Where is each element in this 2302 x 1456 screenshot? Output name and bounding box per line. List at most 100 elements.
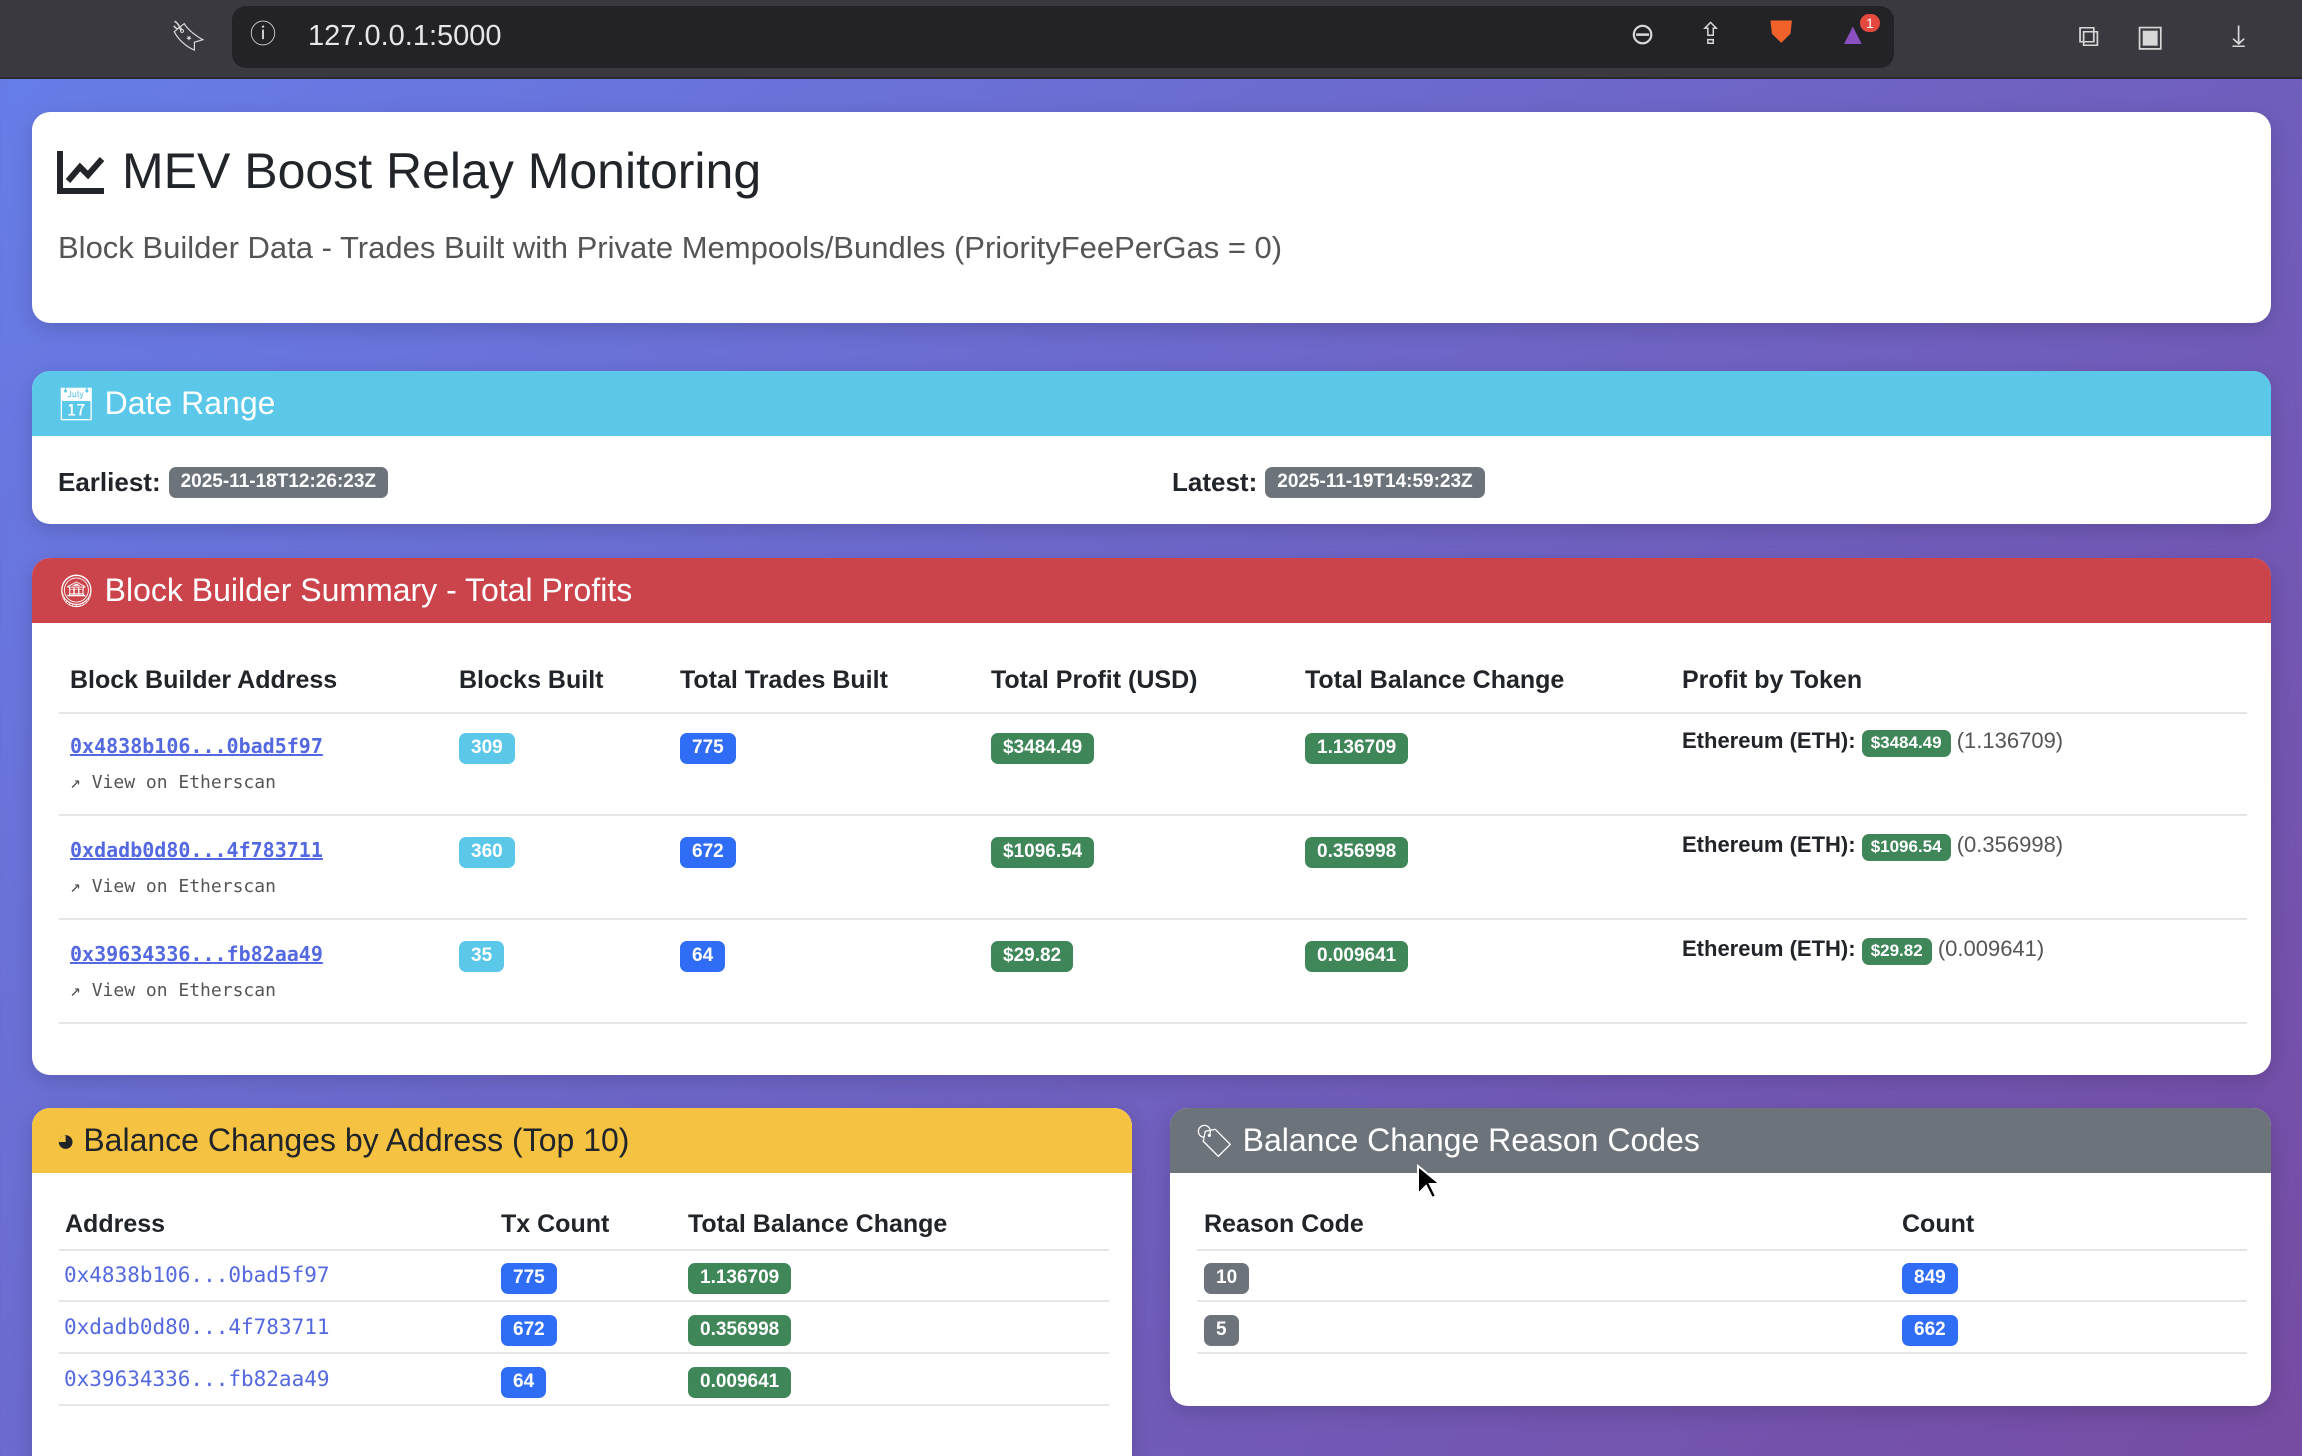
- latest-badge: 2025-11-19T14:59:23Z: [1265, 467, 1485, 498]
- profit-badge: $3484.49: [991, 733, 1095, 764]
- external-link-icon: ↗︎: [70, 772, 92, 793]
- trades-badge: 775: [680, 733, 736, 764]
- balance-badge: 0.356998: [1305, 837, 1409, 868]
- builder-address-link[interactable]: 0xdadb0d80...4f783711: [70, 838, 323, 862]
- coins-icon: 🪙︎: [56, 572, 97, 609]
- trades-badge: 672: [680, 837, 736, 868]
- chart-line-icon: [57, 151, 105, 194]
- header-card: MEV Boost Relay Monitoring Block Builder…: [32, 112, 2271, 323]
- brave-shield-icon[interactable]: ⛊: [1770, 16, 1793, 49]
- summary-card: 🪙︎ Block Builder Summary - Total Profits…: [32, 558, 2271, 1075]
- balance-badge: 1.136709: [1305, 733, 1409, 764]
- token-usd-badge: $3484.49: [1861, 730, 1951, 757]
- external-link-icon: ↗︎: [70, 876, 92, 897]
- share-icon[interactable]: ⇪: [1698, 18, 1724, 51]
- divider: [59, 1249, 1109, 1251]
- col-header-profit: Total Profit (USD): [991, 666, 1198, 694]
- etherscan-label: View on Etherscan: [91, 772, 276, 793]
- blocks-badge: 360: [459, 837, 515, 868]
- token-name: Ethereum (ETH):: [1682, 832, 1856, 857]
- address-link[interactable]: 0x39634336...fb82aa49: [64, 1367, 330, 1391]
- address-bar[interactable]: ⓘ 127.0.0.1:5000 ⊖ ⇪ ⛊ ▲ 1: [232, 6, 1894, 68]
- browser-toolbar: 🔖︎ ⓘ 127.0.0.1:5000 ⊖ ⇪ ⛊ ▲ 1 ⧉ ▣ ⤓: [0, 0, 2302, 79]
- change-badge: 0.009641: [688, 1367, 792, 1398]
- date-range-card: 📅︎ Date Range Earliest: 2025-11-18T12:26…: [32, 371, 2271, 524]
- col-header-address: Address: [65, 1210, 166, 1238]
- address-link[interactable]: 0x4838b106...0bad5f97: [64, 1263, 330, 1287]
- col-header-reason-code: Reason Code: [1204, 1210, 1364, 1238]
- etherscan-link[interactable]: ↗︎ View on Etherscan: [70, 980, 323, 1001]
- zoom-out-icon[interactable]: ⊖: [1630, 18, 1656, 51]
- summary-title: Block Builder Summary - Total Profits: [104, 572, 633, 608]
- blocks-badge: 35: [459, 941, 505, 972]
- count-badge: 849: [1902, 1263, 1958, 1294]
- blocks-badge: 309: [459, 733, 515, 764]
- builder-address-link[interactable]: 0x4838b106...0bad5f97: [70, 734, 323, 758]
- tx-count-badge: 775: [501, 1263, 557, 1294]
- token-name: Ethereum (ETH):: [1682, 728, 1856, 753]
- col-header-trades: Total Trades Built: [680, 666, 888, 694]
- col-header-count: Count: [1902, 1210, 1975, 1238]
- divider: [1197, 1352, 2247, 1354]
- calendar-icon: 📅︎: [56, 385, 97, 422]
- latest-label: Latest:: [1172, 467, 1258, 497]
- reader-icon[interactable]: ▣: [2136, 20, 2165, 53]
- extensions-icon[interactable]: ⧉: [2078, 20, 2100, 53]
- reason-codes-card: 🏷︎ Balance Change Reason Codes Reason Co…: [1170, 1108, 2271, 1406]
- tags-icon: 🏷︎: [1194, 1122, 1235, 1159]
- divider: [59, 1352, 1109, 1354]
- profit-by-token: Ethereum (ETH): $1096.54 (0.356998): [1682, 832, 2063, 861]
- balance-changes-title: Balance Changes by Address (Top 10): [83, 1122, 630, 1158]
- bookmark-icon[interactable]: 🔖︎: [170, 20, 209, 53]
- col-header-balance: Total Balance Change: [1305, 666, 1565, 694]
- profit-badge: $1096.54: [991, 837, 1095, 868]
- tx-count-badge: 672: [501, 1315, 557, 1346]
- divider: [59, 712, 2247, 714]
- col-header-blocks: Blocks Built: [459, 666, 604, 694]
- divider: [59, 918, 2247, 920]
- notification-badge: 1: [1860, 14, 1880, 32]
- etherscan-link[interactable]: ↗︎ View on Etherscan: [70, 772, 323, 793]
- col-header-address: Block Builder Address: [70, 666, 338, 694]
- divider: [1197, 1300, 2247, 1302]
- etherscan-label: View on Etherscan: [91, 876, 276, 897]
- token-amount: (0.356998): [1956, 832, 2064, 857]
- external-link-icon: ↗︎: [70, 980, 92, 1001]
- divider: [59, 1022, 2247, 1024]
- date-range-header: 📅︎ Date Range: [32, 371, 2271, 436]
- page-title: MEV Boost Relay Monitoring: [122, 143, 762, 199]
- etherscan-link[interactable]: ↗︎ View on Etherscan: [70, 876, 323, 897]
- earliest-label: Earliest:: [58, 467, 161, 497]
- divider: [59, 1300, 1109, 1302]
- page-subtitle: Block Builder Data - Trades Built with P…: [58, 230, 1283, 265]
- reason-codes-header: 🏷︎ Balance Change Reason Codes: [1170, 1108, 2271, 1173]
- col-header-change: Total Balance Change: [688, 1210, 948, 1238]
- divider: [1197, 1249, 2247, 1251]
- etherscan-label: View on Etherscan: [91, 980, 276, 1001]
- change-badge: 1.136709: [688, 1263, 792, 1294]
- profit-badge: $29.82: [991, 941, 1074, 972]
- info-icon[interactable]: ⓘ: [250, 19, 277, 49]
- earliest-badge: 2025-11-18T12:26:23Z: [168, 467, 389, 498]
- summary-header: 🪙︎ Block Builder Summary - Total Profits: [32, 558, 2271, 623]
- trades-badge: 64: [680, 941, 726, 972]
- divider: [59, 814, 2247, 816]
- token-usd-badge: $29.82: [1861, 938, 1932, 965]
- balance-changes-card: ◕ Balance Changes by Address (Top 10) Ad…: [32, 1108, 1132, 1456]
- builder-address-link[interactable]: 0x39634336...fb82aa49: [70, 942, 323, 966]
- token-amount: (1.136709): [1956, 728, 2064, 753]
- pie-chart-icon: ◕: [56, 1122, 76, 1158]
- reason-code-badge: 5: [1204, 1315, 1239, 1346]
- mouse-cursor-icon: [1417, 1164, 1440, 1200]
- balance-changes-header: ◕ Balance Changes by Address (Top 10): [32, 1108, 1132, 1173]
- col-header-token: Profit by Token: [1682, 666, 1863, 694]
- reason-codes-title: Balance Change Reason Codes: [1242, 1122, 1700, 1158]
- download-icon[interactable]: ⤓: [2232, 20, 2246, 53]
- profit-by-token: Ethereum (ETH): $3484.49 (1.136709): [1682, 728, 2063, 757]
- address-link[interactable]: 0xdadb0d80...4f783711: [64, 1315, 330, 1339]
- url-text: 127.0.0.1:5000: [308, 20, 502, 52]
- tx-count-badge: 64: [501, 1367, 547, 1398]
- balance-badge: 0.009641: [1305, 941, 1409, 972]
- count-badge: 662: [1902, 1315, 1958, 1346]
- profit-by-token: Ethereum (ETH): $29.82 (0.009641): [1682, 936, 2044, 965]
